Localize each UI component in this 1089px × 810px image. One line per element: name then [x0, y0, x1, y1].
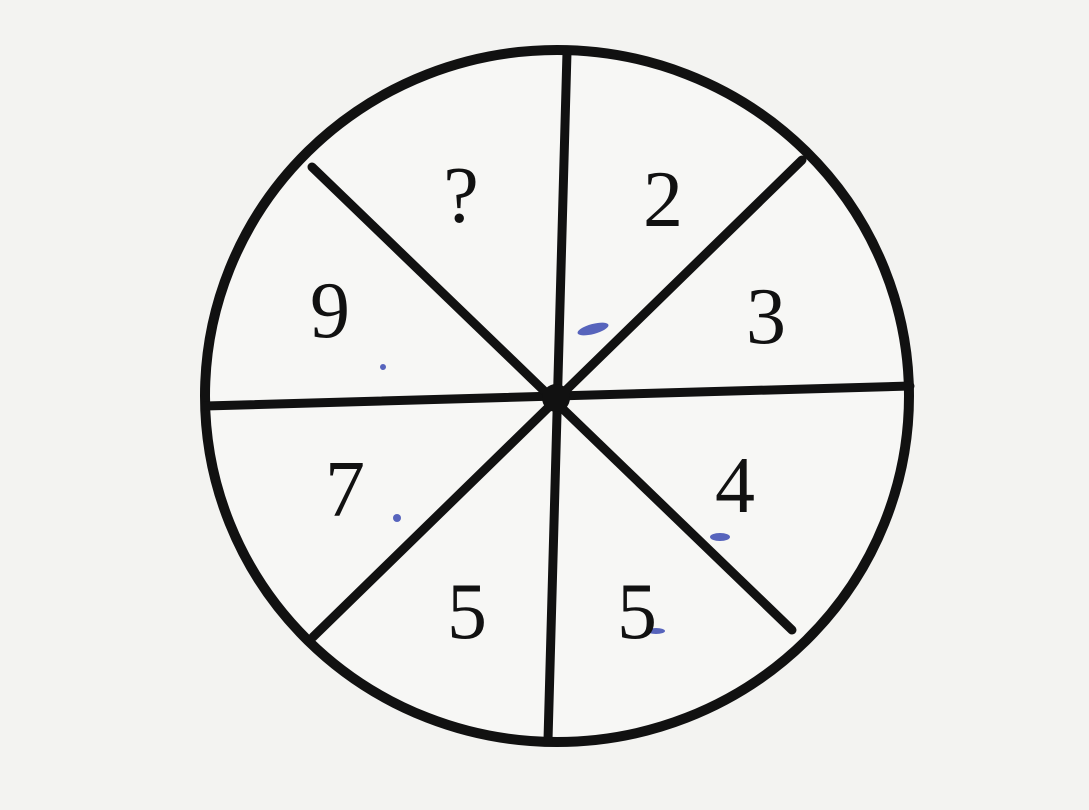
pen-mark	[393, 514, 401, 522]
segment-value: 5	[447, 568, 487, 656]
segment-value: 9	[310, 267, 350, 355]
pen-marks	[380, 322, 730, 634]
segment-value: 2	[643, 156, 683, 244]
segment-values: 2 3 4 5 5 7 9 ?	[310, 152, 786, 656]
hub	[542, 384, 570, 412]
segment-value: ?	[443, 152, 479, 240]
pen-mark	[380, 364, 386, 370]
segment-value: 3	[746, 273, 786, 361]
pen-mark	[577, 322, 609, 336]
pen-mark	[647, 628, 665, 634]
segment-value: 5	[617, 568, 657, 656]
segment-value: 7	[325, 446, 365, 534]
segment-value: 4	[715, 442, 755, 530]
pen-mark	[710, 533, 730, 541]
